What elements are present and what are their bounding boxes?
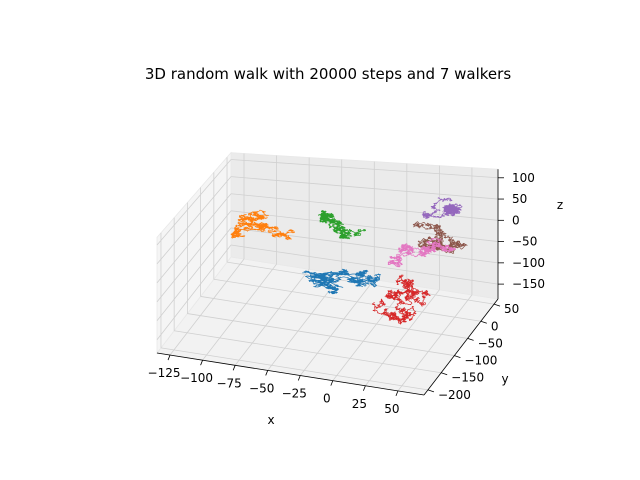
x-tick-mark [395, 390, 399, 397]
x-tick-mark [363, 385, 366, 391]
x-tick-mark [200, 360, 203, 366]
grid-x-floor [397, 294, 473, 392]
side-pane [156, 151, 232, 355]
walk-paths [230, 196, 468, 325]
x-tick-label: −100 [180, 371, 213, 385]
z-tick-label: −50 [512, 235, 537, 249]
grid-lines [156, 153, 499, 392]
z-axis-label: z [557, 198, 563, 212]
z-tick-label: 50 [512, 192, 527, 206]
grid-z-side [156, 176, 232, 265]
grid-y-floor [174, 330, 442, 374]
axis-lines [156, 169, 499, 396]
walk-series-7 [387, 237, 457, 268]
walk-series-2 [230, 209, 295, 241]
x-tick-label: −75 [216, 376, 241, 390]
grid-x-floor [365, 289, 440, 387]
walk-series-3 [318, 210, 366, 240]
walk-series-4 [372, 274, 431, 325]
y-tick-mark [493, 303, 501, 307]
grid-z-back [230, 159, 499, 179]
x-tick-label: 50 [384, 402, 399, 416]
tick-labels: −125 −100 −75 −50 −25 0 25 50−200−150−100−50050… [148, 171, 545, 416]
grid-z-side [156, 210, 232, 303]
y-axis-line [423, 298, 499, 396]
grid-x-floor [267, 274, 343, 371]
x-tick-mark [167, 354, 171, 361]
grid-z-side [156, 159, 232, 246]
x-tick-mark [330, 380, 334, 386]
x-tick-label: 0 [323, 392, 331, 406]
grid-y-floor [187, 313, 455, 356]
grid-y-floor [200, 296, 468, 339]
x-axis-line [156, 352, 425, 396]
grid-x-floor [332, 284, 408, 381]
grid-z-back [230, 176, 499, 200]
walk-series-5 [421, 196, 463, 219]
x-tick-label: −125 [148, 366, 181, 380]
grid-y-floor [160, 347, 429, 391]
grid-x-floor [202, 263, 277, 361]
x-tick-label: −50 [249, 381, 274, 395]
z-tick-label: −100 [512, 256, 545, 270]
z-tick-label: 0 [512, 213, 520, 227]
walk-series-1 [302, 268, 381, 295]
y-tick-mark [427, 389, 435, 393]
y-tick-mark [441, 372, 448, 376]
x-tick-label: −25 [282, 387, 307, 401]
grid-z-back [230, 210, 499, 242]
y-tick-mark [480, 320, 487, 324]
grid-z-side [156, 193, 232, 284]
y-tick-label: 0 [491, 319, 499, 333]
grid-x-floor [169, 258, 245, 356]
z-tick-label: 100 [512, 171, 535, 185]
chart-title: 3D random walk with 20000 steps and 7 wa… [145, 65, 511, 83]
grid-x-floor [234, 269, 310, 366]
y-axis-label: y [501, 372, 508, 386]
y-tick-label: 50 [504, 302, 519, 316]
grid-x-floor [299, 279, 375, 376]
grid-z-side [156, 244, 232, 340]
y-tick-label: −150 [451, 371, 484, 385]
grid-z-back [230, 227, 499, 264]
x-tick-mark [265, 370, 269, 376]
y-tick-label: −200 [438, 388, 471, 402]
x-tick-label: 25 [352, 397, 367, 411]
y-tick-label: −100 [464, 354, 497, 368]
x-tick-mark [232, 365, 236, 371]
x-axis-label: x [267, 413, 274, 427]
grid-y-floor [213, 278, 481, 322]
z-tick-label: −150 [512, 277, 545, 291]
grid-z-side [156, 227, 232, 322]
y-tick-label: −50 [478, 336, 503, 350]
x-tick-mark [297, 375, 301, 381]
y-tick-mark [467, 338, 474, 341]
grid-z-back [230, 244, 499, 285]
y-tick-mark [454, 355, 461, 358]
